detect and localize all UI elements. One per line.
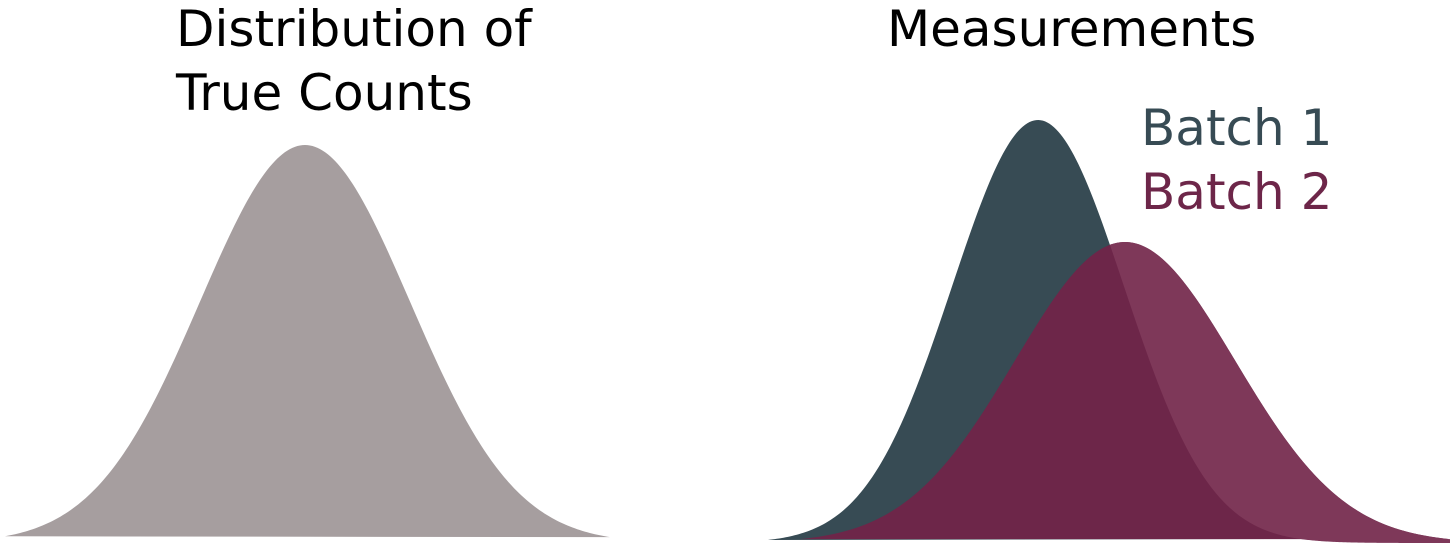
batch-2-overlap-region (1110, 242, 1450, 543)
measurements-title: Measurements (887, 0, 1257, 58)
legend-batch-1: Batch 1 (1141, 99, 1333, 157)
legend: Batch 1 Batch 2 (1141, 96, 1332, 224)
legend-batch-2: Batch 2 (1141, 163, 1333, 221)
true-counts-distribution-curve (5, 145, 610, 538)
true-counts-title: Distribution of True Counts (176, 0, 532, 122)
